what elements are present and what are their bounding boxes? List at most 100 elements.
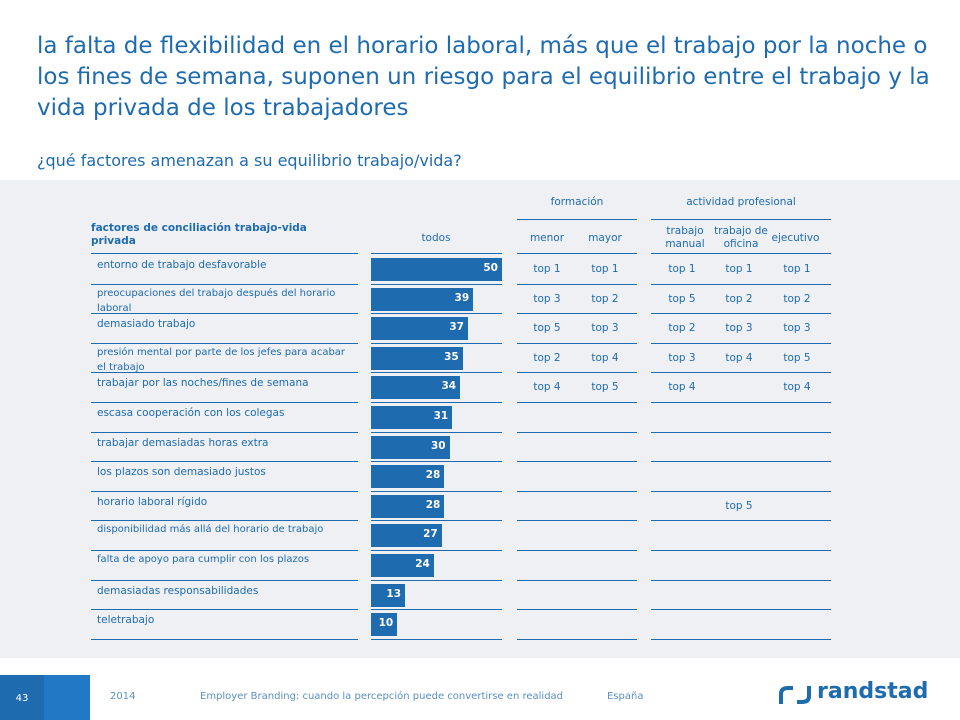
row-divider [517, 579, 637, 581]
row-divider [91, 342, 358, 344]
footer [0, 658, 960, 720]
row-divider [371, 431, 502, 433]
row-divider [517, 550, 637, 551]
category-label: trabajar por las noches/fines de semana [97, 377, 309, 390]
bar: 39 [371, 287, 474, 311]
ranking-oficina: top 4 [725, 351, 753, 364]
bar: 34 [371, 376, 461, 400]
row-divider [371, 579, 502, 581]
row-divider [91, 461, 358, 463]
page-subtitle: ¿qué factores amenazan a su equilibrio t… [37, 151, 462, 170]
row-divider [91, 313, 358, 315]
row-divider [91, 283, 358, 285]
row-divider [91, 520, 358, 522]
footer-accent-block [44, 675, 90, 720]
row-divider [371, 342, 502, 344]
bar: 28 [371, 494, 445, 518]
bar-value-label: 13 [386, 587, 402, 600]
row-divider [651, 313, 831, 315]
bar-value-label: 50 [483, 262, 498, 274]
footer-year: 2014 [110, 691, 136, 702]
ranking-mayor: top 1 [591, 263, 619, 275]
randstad-logo-icon [779, 686, 811, 704]
ranking-mayor: top 4 [591, 351, 619, 364]
category-label: demasiado trabajo [97, 318, 196, 331]
header-underline [651, 253, 831, 254]
category-label: presión mental por parte de los jefes pa… [97, 346, 346, 373]
row-divider [517, 313, 637, 315]
row-divider [371, 638, 502, 640]
row-divider [651, 461, 831, 463]
bar: 28 [371, 465, 445, 489]
row-divider [517, 609, 637, 611]
bar-value-label: 28 [425, 469, 441, 482]
row-divider [517, 402, 637, 403]
header-menor: menor [529, 232, 565, 244]
row-divider [651, 550, 831, 551]
header-oficina: trabajo de oficina [714, 225, 768, 250]
ranking-menor: top 2 [533, 351, 561, 364]
category-label: falta de apoyo para cumplir con los plaz… [97, 554, 310, 565]
header-ejecutivo: ejecutivo [771, 232, 820, 244]
footer-country: España [607, 691, 644, 702]
row-divider [91, 609, 358, 611]
bar-value-label: 28 [425, 498, 441, 511]
ranking-ejecutivo: top 4 [783, 381, 811, 394]
header-todos: todos [421, 232, 451, 244]
header-actividad: actividad profesional [686, 196, 796, 208]
row-divider [371, 520, 502, 522]
header-factores: factores de conciliación trabajo-vida pr… [91, 222, 307, 247]
bar: 37 [371, 317, 468, 341]
brand-logo-text: randstad [817, 679, 929, 704]
row-divider [651, 609, 831, 611]
row-divider [651, 579, 831, 581]
ranking-ejecutivo: top 3 [783, 322, 811, 335]
row-divider [651, 638, 831, 640]
actividad-divider [651, 219, 831, 220]
ranking-manual: top 4 [668, 381, 696, 394]
header-manual: trabajo manual [665, 225, 705, 250]
bar-value-label: 37 [449, 321, 464, 334]
category-label: preocupaciones del trabajo después del h… [97, 287, 336, 314]
row-divider [517, 461, 637, 463]
ranking-manual: top 2 [668, 322, 696, 335]
bar-value-label: 27 [423, 528, 438, 541]
ranking-manual: top 5 [668, 292, 696, 305]
ranking-manual: top 3 [668, 351, 696, 364]
category-label: trabajar demasiadas horas extra [97, 436, 269, 449]
page-number-block [0, 675, 44, 720]
bar-value-label: 34 [441, 380, 457, 393]
row-divider [651, 342, 831, 344]
ranking-oficina: top 1 [725, 263, 753, 275]
bar: 10 [371, 613, 398, 637]
row-divider [371, 283, 502, 285]
ranking-ejecutivo: top 2 [783, 292, 811, 305]
row-divider [371, 609, 502, 611]
ranking-oficina: top 5 [725, 499, 753, 512]
row-divider [91, 638, 358, 640]
ranking-menor: top 1 [533, 263, 561, 275]
footer-document-title: Employer Branding: cuando la percepción … [200, 691, 564, 702]
category-label: demasiadas responsabilidades [97, 584, 259, 597]
header-underline [371, 253, 502, 254]
bar-value-label: 10 [378, 617, 394, 630]
bar: 24 [371, 554, 434, 577]
header-underline [91, 253, 358, 254]
row-divider [651, 520, 831, 522]
bar: 13 [371, 583, 406, 607]
row-divider [517, 283, 637, 285]
ranking-mayor: top 3 [591, 322, 619, 335]
ranking-manual: top 1 [668, 263, 696, 275]
row-divider [91, 431, 358, 433]
row-divider [517, 342, 637, 344]
header-underline [517, 253, 637, 254]
bar-value-label: 24 [415, 558, 430, 570]
ranking-mayor: top 5 [591, 381, 619, 394]
bar: 50 [371, 258, 502, 281]
bar-value-label: 39 [454, 291, 470, 304]
row-divider [371, 372, 502, 374]
category-label: escasa cooperación con los colegas [97, 407, 285, 419]
formacion-divider [517, 219, 637, 220]
bar-value-label: 30 [430, 439, 446, 452]
bar-value-label: 31 [433, 410, 449, 422]
